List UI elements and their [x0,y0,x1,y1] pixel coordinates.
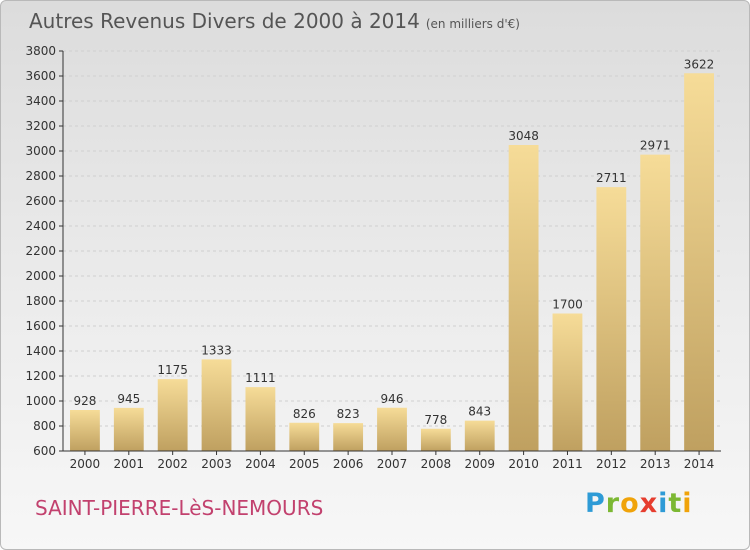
y-tick-label: 1600 [25,319,56,333]
data-label: 928 [73,394,96,408]
bar [245,387,276,451]
y-tick-label: 3800 [25,44,56,58]
bar [201,359,232,451]
x-tick-label: 2000 [70,457,101,471]
y-tick-label: 600 [33,444,56,458]
x-tick-label: 2013 [640,457,671,471]
logo-letter: i [682,488,693,519]
proxiti-logo: Proxiti [585,488,693,519]
bar [377,407,407,451]
y-tick-label: 1000 [25,394,56,408]
data-label: 945 [117,392,140,406]
bar [157,379,188,451]
bar [552,313,583,451]
bar [464,420,495,451]
y-tick-label: 2000 [25,269,56,283]
data-label: 2711 [596,171,627,185]
bar [113,407,144,451]
data-label: 826 [293,407,316,421]
x-tick-label: 2002 [157,457,188,471]
chart-title-text: Autres Revenus Divers de 2000 à 2014 [29,9,420,33]
x-tick-label: 2004 [245,457,276,471]
bar [333,423,364,451]
x-tick-label: 2003 [201,457,232,471]
data-label: 1333 [201,343,232,357]
bar [596,187,627,451]
logo-letter: x [639,488,659,519]
bar [420,428,451,451]
city-name: SAINT-PIERRE-LèS-NEMOURS [35,496,324,520]
y-tick-label: 1400 [25,344,56,358]
data-label: 1111 [245,371,276,385]
x-tick-label: 2012 [596,457,627,471]
bar [70,410,100,451]
y-tick-label: 3400 [25,94,56,108]
data-label: 778 [424,413,447,427]
data-label: 1700 [552,298,583,312]
x-tick-label: 2010 [508,457,539,471]
y-tick-label: 1800 [25,294,56,308]
x-tick-label: 2011 [552,457,583,471]
y-tick-label: 2400 [25,219,56,233]
data-label: 3622 [684,57,715,71]
data-label: 2971 [640,139,671,153]
y-tick-label: 3600 [25,69,56,83]
logo-letter: o [620,488,640,519]
x-tick-label: 2014 [684,457,715,471]
data-label: 843 [468,405,491,419]
logo-letter: t [668,488,683,519]
y-tick-label: 3000 [25,144,56,158]
x-tick-label: 2006 [333,457,364,471]
y-tick-label: 3200 [25,119,56,133]
y-tick-label: 2800 [25,169,56,183]
bar [640,154,671,451]
x-tick-label: 2007 [377,457,408,471]
x-tick-label: 2008 [421,457,452,471]
bar [508,145,539,451]
y-tick-label: 2200 [25,244,56,258]
x-tick-label: 2009 [464,457,495,471]
y-tick-label: 1200 [25,369,56,383]
data-label: 1175 [157,363,188,377]
logo-letter: i [658,488,669,519]
logo-letter: P [585,488,606,519]
data-label: 3048 [508,129,539,143]
data-label: 946 [381,392,404,406]
bar [684,73,714,451]
data-label: 823 [337,407,360,421]
y-tick-label: 2600 [25,194,56,208]
x-tick-label: 2005 [289,457,320,471]
chart-unit: (en milliers d'€) [425,17,520,31]
x-tick-label: 2001 [114,457,145,471]
chart-title: Autres Revenus Divers de 2000 à 2014 (en … [29,9,520,33]
logo-letter: r [605,488,621,519]
y-tick-label: 800 [33,419,56,433]
bar [289,422,320,451]
